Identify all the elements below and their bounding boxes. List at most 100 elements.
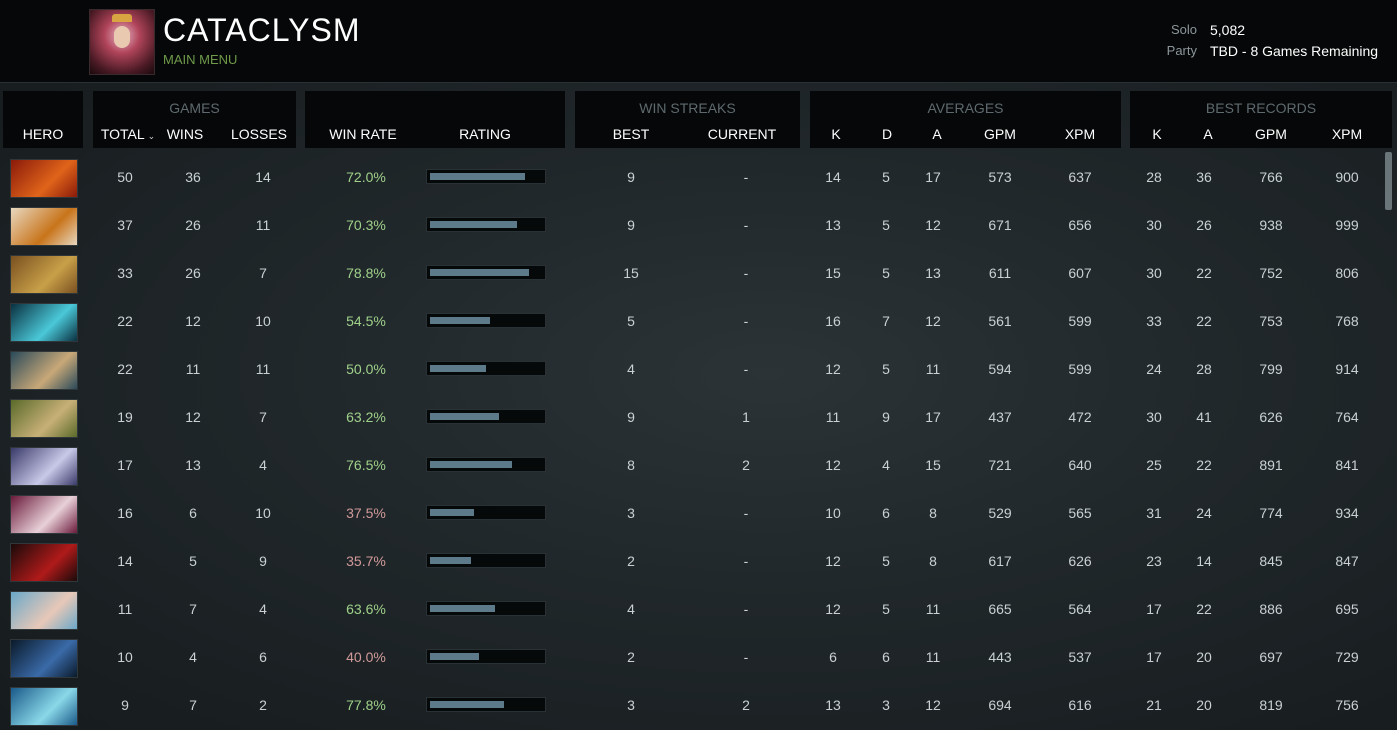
table-row[interactable]: 22 11 11 50.0% 4 - 12 5 11 594 599 24 28 799 914 bbox=[0, 344, 1380, 392]
cell-total: 17 bbox=[117, 457, 133, 473]
table-row[interactable]: 11 7 4 63.6% 4 - 12 5 11 665 564 17 22 886 695 bbox=[0, 584, 1380, 632]
cell-avg-gpm: 573 bbox=[988, 169, 1012, 185]
cell-best-streak: 9 bbox=[627, 409, 635, 425]
hero-portrait-icon[interactable] bbox=[10, 399, 78, 438]
rating-bar bbox=[426, 649, 546, 664]
cell-losses: 9 bbox=[259, 553, 267, 569]
cell-best-streak: 8 bbox=[627, 457, 635, 473]
col-header-total[interactable]: TOTAL ⌄ bbox=[93, 126, 163, 142]
cell-avg-a: 11 bbox=[925, 361, 941, 377]
rating-bar bbox=[426, 601, 546, 616]
col-header-rec-xpm[interactable]: XPM bbox=[1331, 126, 1363, 142]
cell-avg-k: 12 bbox=[825, 553, 841, 569]
table-row[interactable]: 17 13 4 76.5% 8 2 12 4 15 721 640 25 22 891 841 bbox=[0, 440, 1380, 488]
cell-avg-k: 16 bbox=[825, 313, 841, 329]
avatar[interactable] bbox=[89, 9, 155, 75]
col-header-hero[interactable]: HERO bbox=[22, 126, 64, 142]
col-header-rating[interactable]: RATING bbox=[459, 126, 511, 142]
rating-bar bbox=[426, 553, 546, 568]
col-header-rec-a[interactable]: A bbox=[1203, 126, 1213, 142]
col-header-wins[interactable]: WINS bbox=[166, 126, 204, 142]
cell-rec-xpm: 695 bbox=[1335, 601, 1359, 617]
table-row[interactable]: 37 26 11 70.3% 9 - 13 5 12 671 656 30 26 938 999 bbox=[0, 200, 1380, 248]
cell-win-rate: 76.5% bbox=[346, 457, 386, 473]
bestrecords-header-panel bbox=[1130, 91, 1392, 148]
table-row[interactable]: 19 12 7 63.2% 9 1 11 9 17 437 472 30 41 626 764 bbox=[0, 392, 1380, 440]
cell-avg-xpm: 599 bbox=[1068, 361, 1092, 377]
cell-rec-gpm: 938 bbox=[1259, 217, 1283, 233]
hero-portrait-icon[interactable] bbox=[10, 255, 78, 294]
table-row[interactable]: 14 5 9 35.7% 2 - 12 5 8 617 626 23 14 845 847 bbox=[0, 536, 1380, 584]
rating-bar-fill bbox=[430, 317, 490, 324]
cell-avg-a: 13 bbox=[925, 265, 941, 281]
col-header-avg-a[interactable]: A bbox=[932, 126, 942, 142]
cell-best-streak: 3 bbox=[627, 697, 635, 713]
cell-avg-gpm: 529 bbox=[988, 505, 1012, 521]
hero-portrait-icon[interactable] bbox=[10, 687, 78, 726]
scrollbar-thumb[interactable] bbox=[1385, 152, 1392, 210]
col-header-avg-gpm[interactable]: GPM bbox=[984, 126, 1016, 142]
col-header-best-streak[interactable]: BEST bbox=[612, 126, 650, 142]
rating-bar bbox=[426, 217, 546, 232]
cell-total: 11 bbox=[117, 601, 133, 617]
cell-current-streak: - bbox=[743, 505, 749, 521]
cell-losses: 4 bbox=[259, 457, 267, 473]
rating-bar bbox=[426, 409, 546, 424]
cell-avg-gpm: 561 bbox=[988, 313, 1012, 329]
cell-total: 50 bbox=[117, 169, 133, 185]
rating-bar-fill bbox=[430, 365, 486, 372]
bestrecords-group-title: BEST RECORDS bbox=[1205, 100, 1317, 116]
col-header-rec-k[interactable]: K bbox=[1152, 126, 1162, 142]
cell-total: 9 bbox=[121, 697, 129, 713]
rating-bar-fill bbox=[430, 557, 471, 564]
cell-rec-a: 36 bbox=[1196, 169, 1212, 185]
col-header-current-streak[interactable]: CURRENT bbox=[707, 126, 777, 142]
col-header-avg-xpm[interactable]: XPM bbox=[1064, 126, 1096, 142]
table-row[interactable]: 50 36 14 72.0% 9 - 14 5 17 573 637 28 36 766 900 bbox=[0, 152, 1380, 200]
main-menu-link[interactable]: MAIN MENU bbox=[163, 52, 238, 67]
cell-current-streak: - bbox=[743, 265, 749, 281]
hero-portrait-icon[interactable] bbox=[10, 639, 78, 678]
cell-wins: 26 bbox=[185, 265, 201, 281]
avatar-face-shape bbox=[114, 26, 130, 48]
cell-avg-k: 13 bbox=[825, 697, 841, 713]
col-header-losses[interactable]: LOSSES bbox=[230, 126, 288, 142]
cell-rec-a: 20 bbox=[1196, 697, 1212, 713]
cell-rec-xpm: 768 bbox=[1335, 313, 1359, 329]
cell-total: 33 bbox=[117, 265, 133, 281]
hero-portrait-icon[interactable] bbox=[10, 351, 78, 390]
table-row[interactable]: 10 4 6 40.0% 2 - 6 6 11 443 537 17 20 697 729 bbox=[0, 632, 1380, 680]
table-row[interactable]: 16 6 10 37.5% 3 - 10 6 8 529 565 31 24 774 934 bbox=[0, 488, 1380, 536]
col-header-avg-k[interactable]: K bbox=[831, 126, 841, 142]
cell-avg-gpm: 443 bbox=[988, 649, 1012, 665]
cell-rec-gpm: 799 bbox=[1259, 361, 1283, 377]
hero-portrait-icon[interactable] bbox=[10, 495, 78, 534]
cell-avg-d: 6 bbox=[882, 505, 890, 521]
cell-losses: 11 bbox=[255, 217, 271, 233]
cell-losses: 7 bbox=[259, 409, 267, 425]
cell-rec-gpm: 886 bbox=[1259, 601, 1283, 617]
table-row[interactable]: 33 26 7 78.8% 15 - 15 5 13 611 607 30 22 752 806 bbox=[0, 248, 1380, 296]
cell-wins: 12 bbox=[185, 313, 201, 329]
cell-total: 10 bbox=[117, 649, 133, 665]
col-header-win-rate[interactable]: WIN RATE bbox=[329, 126, 397, 142]
hero-portrait-icon[interactable] bbox=[10, 303, 78, 342]
col-header-avg-d[interactable]: D bbox=[881, 126, 893, 142]
hero-portrait-icon[interactable] bbox=[10, 159, 78, 198]
hero-portrait-icon[interactable] bbox=[10, 591, 78, 630]
col-header-rec-gpm[interactable]: GPM bbox=[1255, 126, 1287, 142]
cell-rec-k: 17 bbox=[1146, 649, 1162, 665]
cell-current-streak: - bbox=[743, 313, 749, 329]
averages-group-title: AVERAGES bbox=[927, 100, 1004, 116]
table-row[interactable]: 22 12 10 54.5% 5 - 16 7 12 561 599 33 22 753 768 bbox=[0, 296, 1380, 344]
hero-portrait-icon[interactable] bbox=[10, 447, 78, 486]
hero-portrait-icon[interactable] bbox=[10, 207, 78, 246]
hero-portrait-icon[interactable] bbox=[10, 543, 78, 582]
cell-avg-xpm: 599 bbox=[1068, 313, 1092, 329]
cell-rec-k: 21 bbox=[1146, 697, 1162, 713]
cell-avg-gpm: 437 bbox=[988, 409, 1012, 425]
cell-best-streak: 2 bbox=[627, 649, 635, 665]
cell-rec-a: 22 bbox=[1196, 313, 1212, 329]
cell-avg-d: 4 bbox=[882, 457, 890, 473]
table-row[interactable]: 9 7 2 77.8% 3 2 13 3 12 694 616 21 20 819 756 bbox=[0, 680, 1380, 728]
